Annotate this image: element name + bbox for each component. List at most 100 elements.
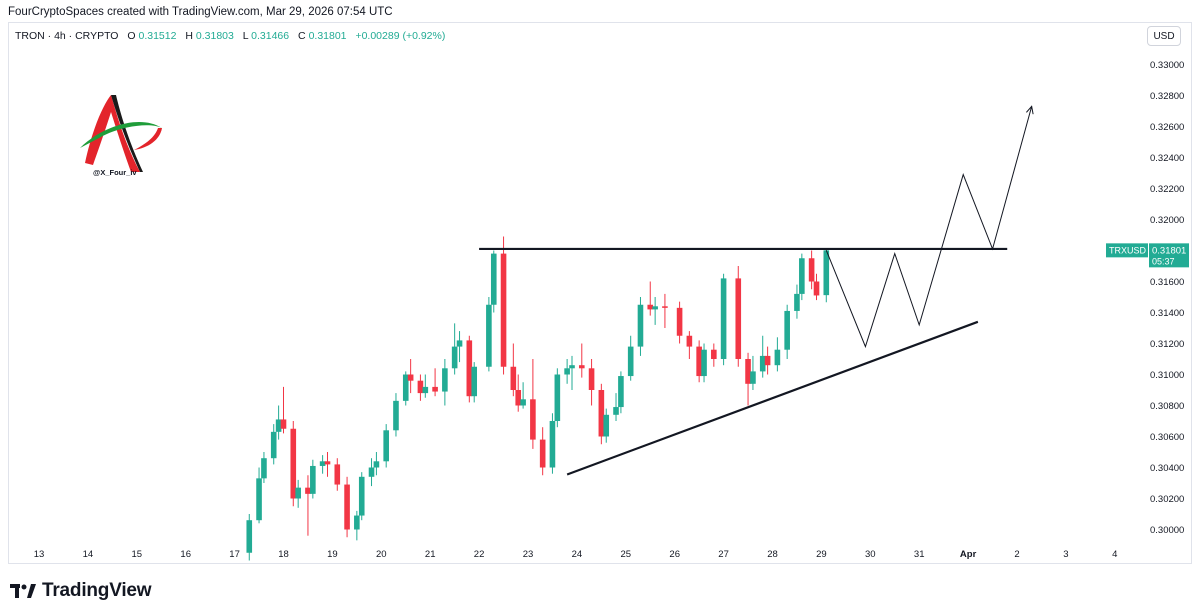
candle-64 xyxy=(774,337,781,372)
legend-open: 0.31512 xyxy=(138,30,176,42)
legend-low: 0.31466 xyxy=(251,30,289,42)
candle-25 xyxy=(442,359,448,406)
y-tick-label-13: 0.32600 xyxy=(1150,122,1184,133)
candle-31 xyxy=(490,250,497,313)
y-tick-label-3: 0.30600 xyxy=(1150,432,1184,443)
candle-body xyxy=(432,386,438,392)
tradingview-branding[interactable]: TradingView xyxy=(10,580,152,602)
author-handle: @X_Four_iv xyxy=(93,168,137,177)
candle-body xyxy=(569,365,575,369)
candle-body xyxy=(256,478,262,521)
candle-26 xyxy=(451,323,458,375)
candle-27 xyxy=(456,331,463,363)
candle-32 xyxy=(500,236,507,375)
price-tag: TRXUSD 0.31801 05:37 xyxy=(1106,243,1189,268)
candle-body xyxy=(368,467,375,477)
x-tick-label-0: 13 xyxy=(34,549,45,560)
candle-42 xyxy=(578,343,585,378)
x-tick-label-18: 31 xyxy=(914,549,925,560)
candle-body xyxy=(750,371,756,384)
candle-44 xyxy=(598,383,605,445)
candle-34 xyxy=(515,374,522,412)
candle-body xyxy=(310,465,316,494)
x-tick-label-6: 19 xyxy=(327,549,338,560)
candle-17 xyxy=(373,452,380,476)
support-line[interactable] xyxy=(566,320,979,476)
candle-body xyxy=(358,476,365,516)
ticker-label: TRXUSD xyxy=(1109,245,1147,255)
candle-body xyxy=(417,380,424,394)
legend-close-label: C xyxy=(298,30,306,42)
candle-body xyxy=(794,293,800,311)
candle-body xyxy=(686,335,693,347)
candle-body xyxy=(290,428,297,499)
candle-1 xyxy=(256,467,262,524)
x-tick-label-9: 22 xyxy=(474,549,485,560)
last-price-label: 0.31801 xyxy=(1152,245,1186,256)
projection-line[interactable] xyxy=(825,106,1033,349)
candle-5 xyxy=(280,386,287,434)
candle-body xyxy=(466,340,473,397)
candle-body xyxy=(745,359,751,384)
candle-body xyxy=(564,368,570,375)
candle-body xyxy=(451,346,458,369)
svg-text:TRON · 4h · CRYPTO O 0: TRON · 4h · CRYPTO O 0.31512 H 0.31803 L… xyxy=(15,30,445,42)
candle-24 xyxy=(432,368,438,397)
candle-21 xyxy=(407,359,414,394)
candle-body xyxy=(588,368,595,390)
y-tick-label-14: 0.32800 xyxy=(1150,91,1184,102)
candle-body xyxy=(280,419,287,429)
trendline-drawings[interactable] xyxy=(479,105,1034,476)
candle-7 xyxy=(295,479,301,508)
candle-body xyxy=(305,487,311,494)
candle-56 xyxy=(701,343,707,383)
tradingview-logo-icon xyxy=(10,584,36,598)
y-tick-label-2: 0.30400 xyxy=(1150,463,1184,474)
legend-close: 0.31801 xyxy=(309,30,347,42)
x-tick-label-11: 24 xyxy=(572,549,583,560)
candle-62 xyxy=(759,335,766,378)
candle-4 xyxy=(275,405,282,440)
y-axis: 0.30000 0.30200 0.30400 0.30600 0.30800 0.310… xyxy=(1150,60,1184,536)
candle-body xyxy=(652,306,658,310)
candle-35 xyxy=(520,382,526,409)
candle-36 xyxy=(530,359,536,449)
candle-body xyxy=(735,278,742,359)
candlestick-series xyxy=(246,236,830,561)
y-tick-label-10: 0.32000 xyxy=(1150,215,1184,226)
x-tick-label-2: 15 xyxy=(132,549,143,560)
candle-body xyxy=(637,304,644,347)
candle-18 xyxy=(383,424,389,468)
candle-body xyxy=(319,461,326,466)
ticker-badge xyxy=(1106,243,1148,258)
candle-54 xyxy=(686,331,693,359)
candle-body xyxy=(578,365,585,369)
candle-body xyxy=(720,278,727,359)
candle-60 xyxy=(745,352,751,406)
candle-59 xyxy=(735,266,742,367)
candle-body xyxy=(808,258,815,282)
author-logo-icon xyxy=(80,95,162,172)
candle-body xyxy=(711,349,717,359)
x-tick-label-16: 29 xyxy=(816,549,827,560)
candle-body xyxy=(515,390,522,406)
candle-39 xyxy=(554,368,561,428)
x-tick-label-5: 18 xyxy=(278,549,289,560)
chart-frame xyxy=(8,22,1192,564)
candle-body xyxy=(383,430,389,462)
x-tick-label-12: 25 xyxy=(621,549,632,560)
x-tick-label-15: 28 xyxy=(767,549,778,560)
price-badge xyxy=(1149,243,1189,268)
x-tick-label-8: 21 xyxy=(425,549,436,560)
candle-30 xyxy=(486,297,492,372)
legend-change: +0.00289 (+0.92%) xyxy=(355,30,445,42)
candle-9 xyxy=(310,459,316,499)
currency-button[interactable]: USD xyxy=(1147,26,1181,46)
candle-body xyxy=(422,386,429,394)
x-tick-label-4: 17 xyxy=(229,549,240,560)
candle-body xyxy=(354,515,360,530)
candle-23 xyxy=(422,374,429,398)
candle-3 xyxy=(270,424,277,465)
candle-40 xyxy=(564,359,570,384)
